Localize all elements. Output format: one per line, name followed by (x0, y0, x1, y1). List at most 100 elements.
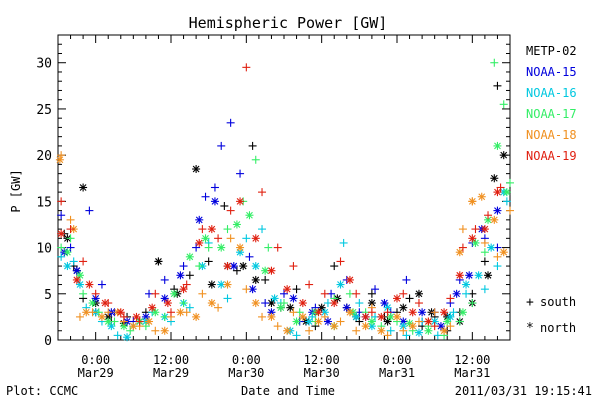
point-noaa-18-north (207, 299, 216, 308)
point-metp-02-south (405, 294, 414, 303)
point-noaa-19-south (226, 206, 235, 215)
point-noaa-18-south (399, 326, 408, 335)
x-tick-label-date: Mar30 (228, 366, 264, 380)
point-noaa-18-south (226, 234, 235, 243)
point-noaa-15-south (217, 141, 226, 150)
point-metp-02-north (484, 271, 493, 280)
point-noaa-18-south (446, 322, 455, 331)
point-noaa-18-north (82, 308, 91, 317)
point-noaa-17-south (499, 100, 508, 109)
x-tick-label-date: Mar31 (454, 366, 490, 380)
point-metp-02-south (185, 271, 194, 280)
point-noaa-18-north (55, 155, 64, 164)
point-noaa-17-north (185, 252, 194, 261)
point-metp-02-south (232, 266, 241, 275)
point-noaa-17-south (223, 225, 232, 234)
legend-entry-noaa-16: NOAA-16 (526, 86, 577, 100)
point-noaa-18-north (345, 308, 354, 317)
legend-entry-noaa-18: NOAA-18 (526, 128, 577, 142)
point-noaa-15-south (245, 252, 254, 261)
point-noaa-19-south (258, 188, 267, 197)
point-noaa-15-north (289, 294, 298, 303)
point-noaa-18-north (361, 322, 370, 331)
point-noaa-19-south (458, 243, 467, 252)
point-noaa-19-south (79, 257, 88, 266)
point-noaa-18-south (352, 326, 361, 335)
point-noaa-19-north (236, 197, 245, 206)
point-noaa-16-north (75, 280, 84, 289)
x-axis-label: Date and Time (241, 384, 335, 398)
y-tick-label: 10 (36, 242, 52, 257)
footer-timestamp: 2011/03/31 19:15:41 (455, 384, 592, 398)
point-noaa-16-north (63, 262, 72, 271)
point-noaa-17-south (490, 58, 499, 67)
point-noaa-19-south (66, 225, 75, 234)
point-noaa-15-south (192, 243, 201, 252)
legend-entry-noaa-19: NOAA-19 (526, 149, 577, 163)
point-noaa-15-north (160, 294, 169, 303)
point-noaa-19-south (471, 225, 480, 234)
point-noaa-19-south (167, 308, 175, 317)
x-tick-label-time: 0:00 (232, 353, 261, 367)
point-noaa-17-south (280, 299, 288, 308)
point-noaa-17-south (251, 155, 260, 164)
point-noaa-19-south (352, 289, 361, 298)
point-metp-02-north (154, 257, 163, 266)
point-noaa-19-south (57, 197, 66, 206)
point-noaa-19-south (182, 280, 191, 289)
point-noaa-18-north (330, 322, 339, 331)
legend: METP-02 NOAA-15 NOAA-16 NOAA-17 NOAA-18 NOAA-… (526, 44, 577, 163)
point-noaa-15-north (465, 271, 474, 280)
point-metp-02-north (239, 262, 248, 271)
point-noaa-19-south (91, 289, 100, 298)
point-noaa-19-south (399, 289, 408, 298)
point-noaa-16-south (292, 331, 301, 340)
point-noaa-17-south (264, 243, 273, 252)
point-noaa-19-south (242, 63, 251, 72)
point-noaa-19-south (320, 289, 329, 298)
legend-entry-noaa-15: NOAA-15 (526, 65, 577, 79)
point-noaa-19-south (336, 257, 345, 266)
point-noaa-19-north (179, 285, 188, 294)
point-metp-02-south (248, 141, 257, 150)
footer-plot-credit: Plot: CCMC (6, 384, 78, 398)
point-noaa-18-south (506, 206, 514, 215)
point-noaa-18-south (430, 308, 439, 317)
point-noaa-17-south (79, 289, 88, 298)
x-tick-label-date: Mar30 (304, 366, 340, 380)
point-noaa-18-north (160, 326, 169, 335)
point-noaa-18-north (192, 312, 201, 321)
point-noaa-18-north (455, 248, 464, 257)
legend-entry-noaa-17: NOAA-17 (526, 107, 577, 121)
point-noaa-15-south (57, 211, 66, 220)
point-noaa-15-south (201, 192, 210, 201)
point-noaa-19-south (214, 234, 223, 243)
point-noaa-19-south (367, 308, 376, 317)
point-noaa-17-south (204, 243, 213, 252)
point-noaa-15-north (342, 303, 351, 312)
point-noaa-15-south (179, 262, 188, 271)
point-noaa-16-north (383, 303, 392, 312)
point-noaa-18-south (320, 312, 329, 321)
point-noaa-18-south (414, 317, 423, 326)
point-noaa-15-south (402, 275, 411, 284)
point-noaa-16-south (57, 252, 66, 261)
point-noaa-18-north (440, 326, 449, 335)
point-noaa-17-south (179, 299, 188, 308)
x-tick-label-time: 12:00 (304, 353, 340, 367)
chart-title: Hemispheric Power [GW] (189, 14, 388, 32)
point-noaa-17-south (468, 299, 477, 308)
point-noaa-19-north (85, 280, 94, 289)
y-tick-label: 30 (36, 57, 52, 72)
point-noaa-18-north (393, 312, 401, 321)
point-noaa-17-north (276, 303, 285, 312)
point-noaa-15-north (380, 299, 389, 308)
point-noaa-19-north (101, 299, 110, 308)
point-noaa-17-south (455, 317, 464, 326)
point-noaa-18-south (258, 312, 267, 321)
point-noaa-15-north (195, 215, 204, 224)
point-metp-02-north (490, 174, 499, 183)
point-noaa-17-north (104, 317, 113, 326)
point-metp-02-south (367, 289, 376, 298)
